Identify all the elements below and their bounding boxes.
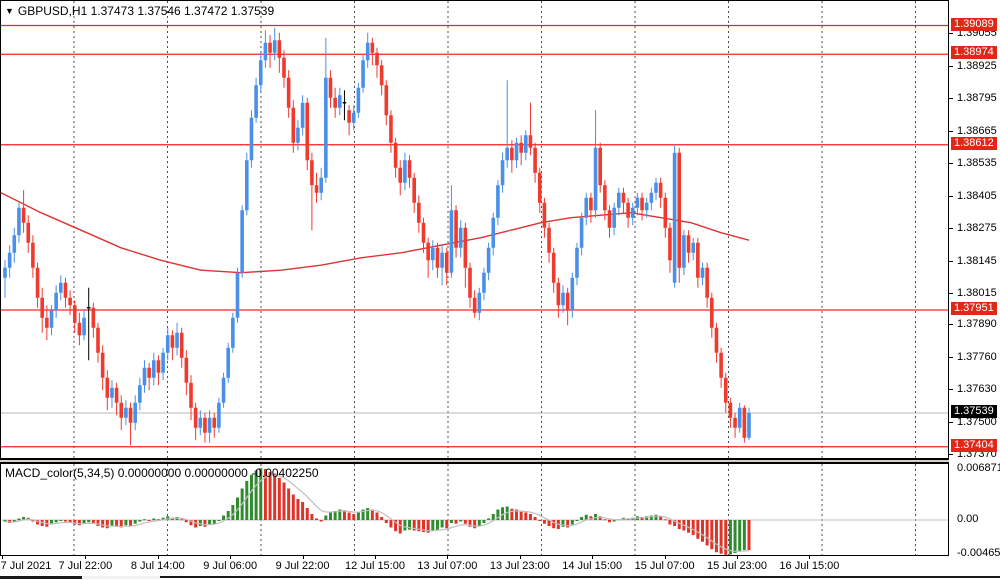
price-tick-label: 1.38535 <box>957 157 997 169</box>
main-chart-pane[interactable] <box>0 0 949 459</box>
time-tick-mark <box>519 556 521 559</box>
time-tick-label: 8 Jul 14:00 <box>130 560 185 572</box>
macd-values: 0.00000000 0.00000000 -0.00402250 <box>117 466 319 480</box>
price-tick-label: 1.37760 <box>957 350 997 363</box>
time-tick-label: 9 Jul 06:00 <box>203 560 258 572</box>
level-price-label: 1.37404 <box>951 438 997 452</box>
symbol-timeframe-label: GBPUSD,H1 <box>17 4 88 18</box>
price-tick-mark <box>949 293 953 294</box>
time-tick-mark <box>157 556 159 559</box>
level-price-label: 1.39089 <box>951 17 997 31</box>
price-tick-label: 1.37890 <box>957 318 997 331</box>
macd-name: MACD_color(5,34,5) <box>5 466 115 480</box>
price-tick-mark <box>949 98 953 99</box>
time-tick-mark <box>809 556 811 559</box>
scrollbar-track-line <box>160 576 1000 578</box>
candlestick-chart-canvas[interactable] <box>1 1 948 458</box>
macd-axis-zero: 0.00 <box>957 513 979 525</box>
price-tick-mark <box>949 33 953 34</box>
time-tick-label: 9 Jul 22:00 <box>275 560 330 572</box>
price-tick-mark <box>949 195 953 197</box>
time-tick-mark <box>447 556 449 559</box>
time-tick-label: 15 Jul 23:00 <box>707 560 767 572</box>
macd-indicator-label: MACD_color(5,34,5) 0.00000000 0.00000000… <box>5 466 319 480</box>
price-tick-mark <box>949 356 953 358</box>
level-price-label: 1.37951 <box>951 302 997 315</box>
price-tick-label: 1.38925 <box>957 59 997 72</box>
chart-title: ▼ GBPUSD,H1 1.37473 1.37546 1.37472 1.375… <box>5 4 274 18</box>
price-tick-label: 1.37630 <box>957 383 997 396</box>
time-tick-mark <box>230 556 232 559</box>
time-tick-mark <box>85 556 87 559</box>
time-tick-label: 7 Jul 22:00 <box>58 560 113 572</box>
price-tick-label: 1.38405 <box>957 189 997 202</box>
price-tick-mark <box>949 163 953 164</box>
time-tick-label: 14 Jul 15:00 <box>562 560 623 572</box>
macd-axis-bottom: -0.0046573 <box>957 546 1000 559</box>
price-tick-mark <box>949 228 953 229</box>
price-tick-label: 1.38015 <box>957 287 997 299</box>
scrollbar-thumb[interactable] <box>0 576 82 579</box>
time-tick-mark <box>737 556 738 559</box>
price-tick-mark <box>949 65 953 67</box>
time-tick-mark <box>664 556 666 559</box>
level-price-label: 1.38974 <box>951 46 997 60</box>
scrollbar-gap <box>82 576 160 579</box>
horizontal-scrollbar[interactable] <box>0 574 1000 580</box>
pane-splitter[interactable] <box>0 459 949 463</box>
price-tick-label: 1.38145 <box>957 254 997 267</box>
price-tick-label: 1.38665 <box>957 124 997 137</box>
time-tick-mark <box>375 556 376 559</box>
time-tick-label: 12 Jul 15:00 <box>345 560 405 572</box>
price-tick-label: 1.38795 <box>957 92 997 104</box>
macd-histogram-canvas[interactable] <box>1 464 948 555</box>
price-axis[interactable]: 1.39055 1.38925 1.38795 1.38665 1.38535 1.384… <box>949 0 1000 559</box>
price-tick-mark <box>949 324 953 326</box>
time-tick-label: 7 Jul 2021 <box>0 560 52 572</box>
level-price-label: 1.38612 <box>951 136 997 150</box>
chevron-down-icon[interactable]: ▼ <box>5 6 14 16</box>
price-tick-mark <box>949 454 953 456</box>
price-tick-mark <box>949 130 953 132</box>
time-tick-mark <box>592 556 594 559</box>
time-tick-mark <box>302 556 304 559</box>
time-tick-label: 16 Jul 15:00 <box>779 560 840 572</box>
current-price-label: 1.37539 <box>951 405 997 418</box>
price-tick-label: 1.38275 <box>957 222 997 234</box>
macd-indicator-pane[interactable] <box>0 463 949 556</box>
price-tick-label: 1.37500 <box>957 415 997 428</box>
price-tick-mark <box>949 421 953 423</box>
time-tick-mark <box>2 556 3 559</box>
ohlc-values: 1.37473 1.37546 1.37472 1.37539 <box>90 4 275 18</box>
time-axis[interactable]: 7 Jul 2021 7 Jul 22:00 8 Jul 14:00 9 Jul 06… <box>0 556 1000 574</box>
time-tick-label: 15 Jul 07:00 <box>634 560 695 572</box>
time-tick-label: 13 Jul 07:00 <box>417 560 478 572</box>
price-tick-mark <box>949 260 953 262</box>
time-tick-label: 13 Jul 23:00 <box>489 560 550 572</box>
price-tick-mark <box>949 389 953 391</box>
